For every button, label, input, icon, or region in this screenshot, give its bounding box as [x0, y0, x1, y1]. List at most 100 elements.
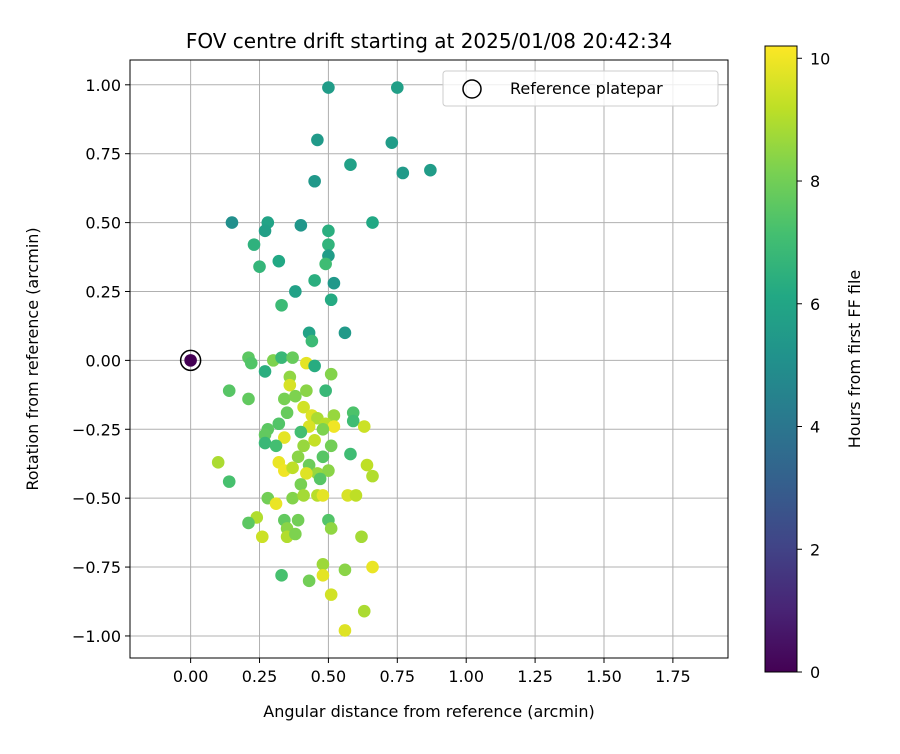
x-tick-label: 1.75 [655, 667, 691, 686]
data-point [357, 420, 371, 433]
data-point [316, 489, 330, 502]
colorbar-tick-label: 8 [810, 172, 820, 191]
data-point [289, 389, 302, 403]
y-tick-label: 0.25 [85, 282, 121, 301]
data-point [286, 461, 299, 475]
colorbar-tick-label: 2 [810, 540, 820, 559]
data-point [324, 588, 338, 601]
data-point [327, 420, 341, 433]
data-point [280, 406, 294, 420]
data-point [324, 293, 338, 307]
data-point [253, 260, 266, 273]
data-point [424, 163, 437, 177]
data-point [294, 219, 308, 232]
data-point [269, 439, 283, 453]
data-point [346, 414, 360, 428]
data-point [308, 174, 321, 188]
data-point [327, 276, 341, 290]
data-point [366, 216, 379, 229]
colorbar: 0 2 4 6 8 10 Hours from first FF file [764, 45, 864, 682]
colorbar-tick-label: 4 [810, 418, 820, 437]
data-point [297, 400, 310, 414]
data-point [308, 359, 321, 373]
colorbar-ticks: 0 2 4 6 8 10 [797, 49, 830, 682]
x-tick-label: 1.00 [448, 667, 484, 686]
data-point [286, 351, 299, 364]
y-tick-label: 0.50 [85, 214, 121, 233]
data-point [222, 475, 236, 488]
data-point [275, 298, 288, 312]
data-point [308, 433, 321, 447]
data-point [225, 216, 239, 229]
data-point [319, 257, 332, 271]
plot-area-frame [129, 59, 729, 659]
data-point [286, 491, 299, 505]
data-point [283, 378, 297, 392]
data-point [272, 417, 286, 431]
data-point [344, 447, 357, 461]
grid-lines [130, 60, 728, 658]
data-point [322, 224, 335, 238]
data-point [316, 558, 330, 571]
x-tick-label: 0.50 [311, 667, 347, 686]
x-tick-label: 0.25 [242, 667, 278, 686]
data-point [324, 439, 338, 453]
x-tick-label: 0.75 [379, 667, 415, 686]
data-point [244, 356, 258, 370]
data-point [344, 158, 357, 172]
data-point [272, 254, 286, 268]
data-point [242, 516, 255, 530]
data-point [269, 497, 283, 510]
y-axis-ticks: 1.00 0.75 0.50 0.25 0.00 −0.25 −0.50 −0.75 −1.00 [72, 76, 130, 646]
data-point [366, 469, 379, 483]
legend-reference-marker [462, 79, 482, 99]
data-point [305, 334, 319, 348]
data-point [396, 166, 410, 180]
data-point [278, 431, 291, 444]
scatter-points [211, 81, 437, 637]
data-point [278, 392, 291, 406]
data-point [255, 530, 269, 544]
data-point [324, 522, 338, 535]
data-point [316, 569, 330, 582]
data-point [294, 478, 308, 491]
data-point [357, 604, 371, 618]
data-point [313, 472, 327, 486]
colorbar-gradient [764, 45, 798, 673]
data-point [338, 326, 352, 340]
data-point [316, 450, 330, 464]
data-point [294, 425, 308, 439]
data-point [258, 365, 272, 378]
data-point [300, 384, 313, 397]
data-point [289, 527, 302, 541]
colorbar-tick-label: 10 [810, 49, 830, 68]
colorbar-label: Hours from first FF file [845, 270, 864, 449]
data-point [338, 624, 352, 637]
data-point [297, 489, 310, 502]
y-tick-label: −0.75 [72, 558, 121, 577]
colorbar-tick-label: 6 [810, 295, 820, 314]
data-point [258, 224, 272, 238]
data-point [247, 238, 261, 251]
data-point [366, 560, 379, 574]
y-tick-label: 1.00 [85, 76, 121, 95]
data-point [300, 467, 313, 480]
y-tick-label: −0.25 [72, 420, 121, 439]
data-point [211, 456, 225, 469]
data-point [289, 285, 302, 298]
data-point [297, 439, 310, 453]
data-point [242, 392, 255, 406]
data-point [327, 409, 341, 422]
reference-point-dot [184, 354, 197, 367]
data-point [291, 513, 305, 527]
data-point [222, 384, 236, 397]
chart-title: FOV centre drift starting at 2025/01/08 … [186, 29, 672, 53]
y-axis-label: Rotation from reference (arcmin) [23, 227, 42, 490]
data-point [385, 136, 399, 149]
y-tick-label: 0.75 [85, 145, 121, 164]
data-point [291, 450, 305, 464]
legend-entry-reference: Reference platepar [510, 79, 663, 98]
x-tick-label: 0.00 [173, 667, 209, 686]
